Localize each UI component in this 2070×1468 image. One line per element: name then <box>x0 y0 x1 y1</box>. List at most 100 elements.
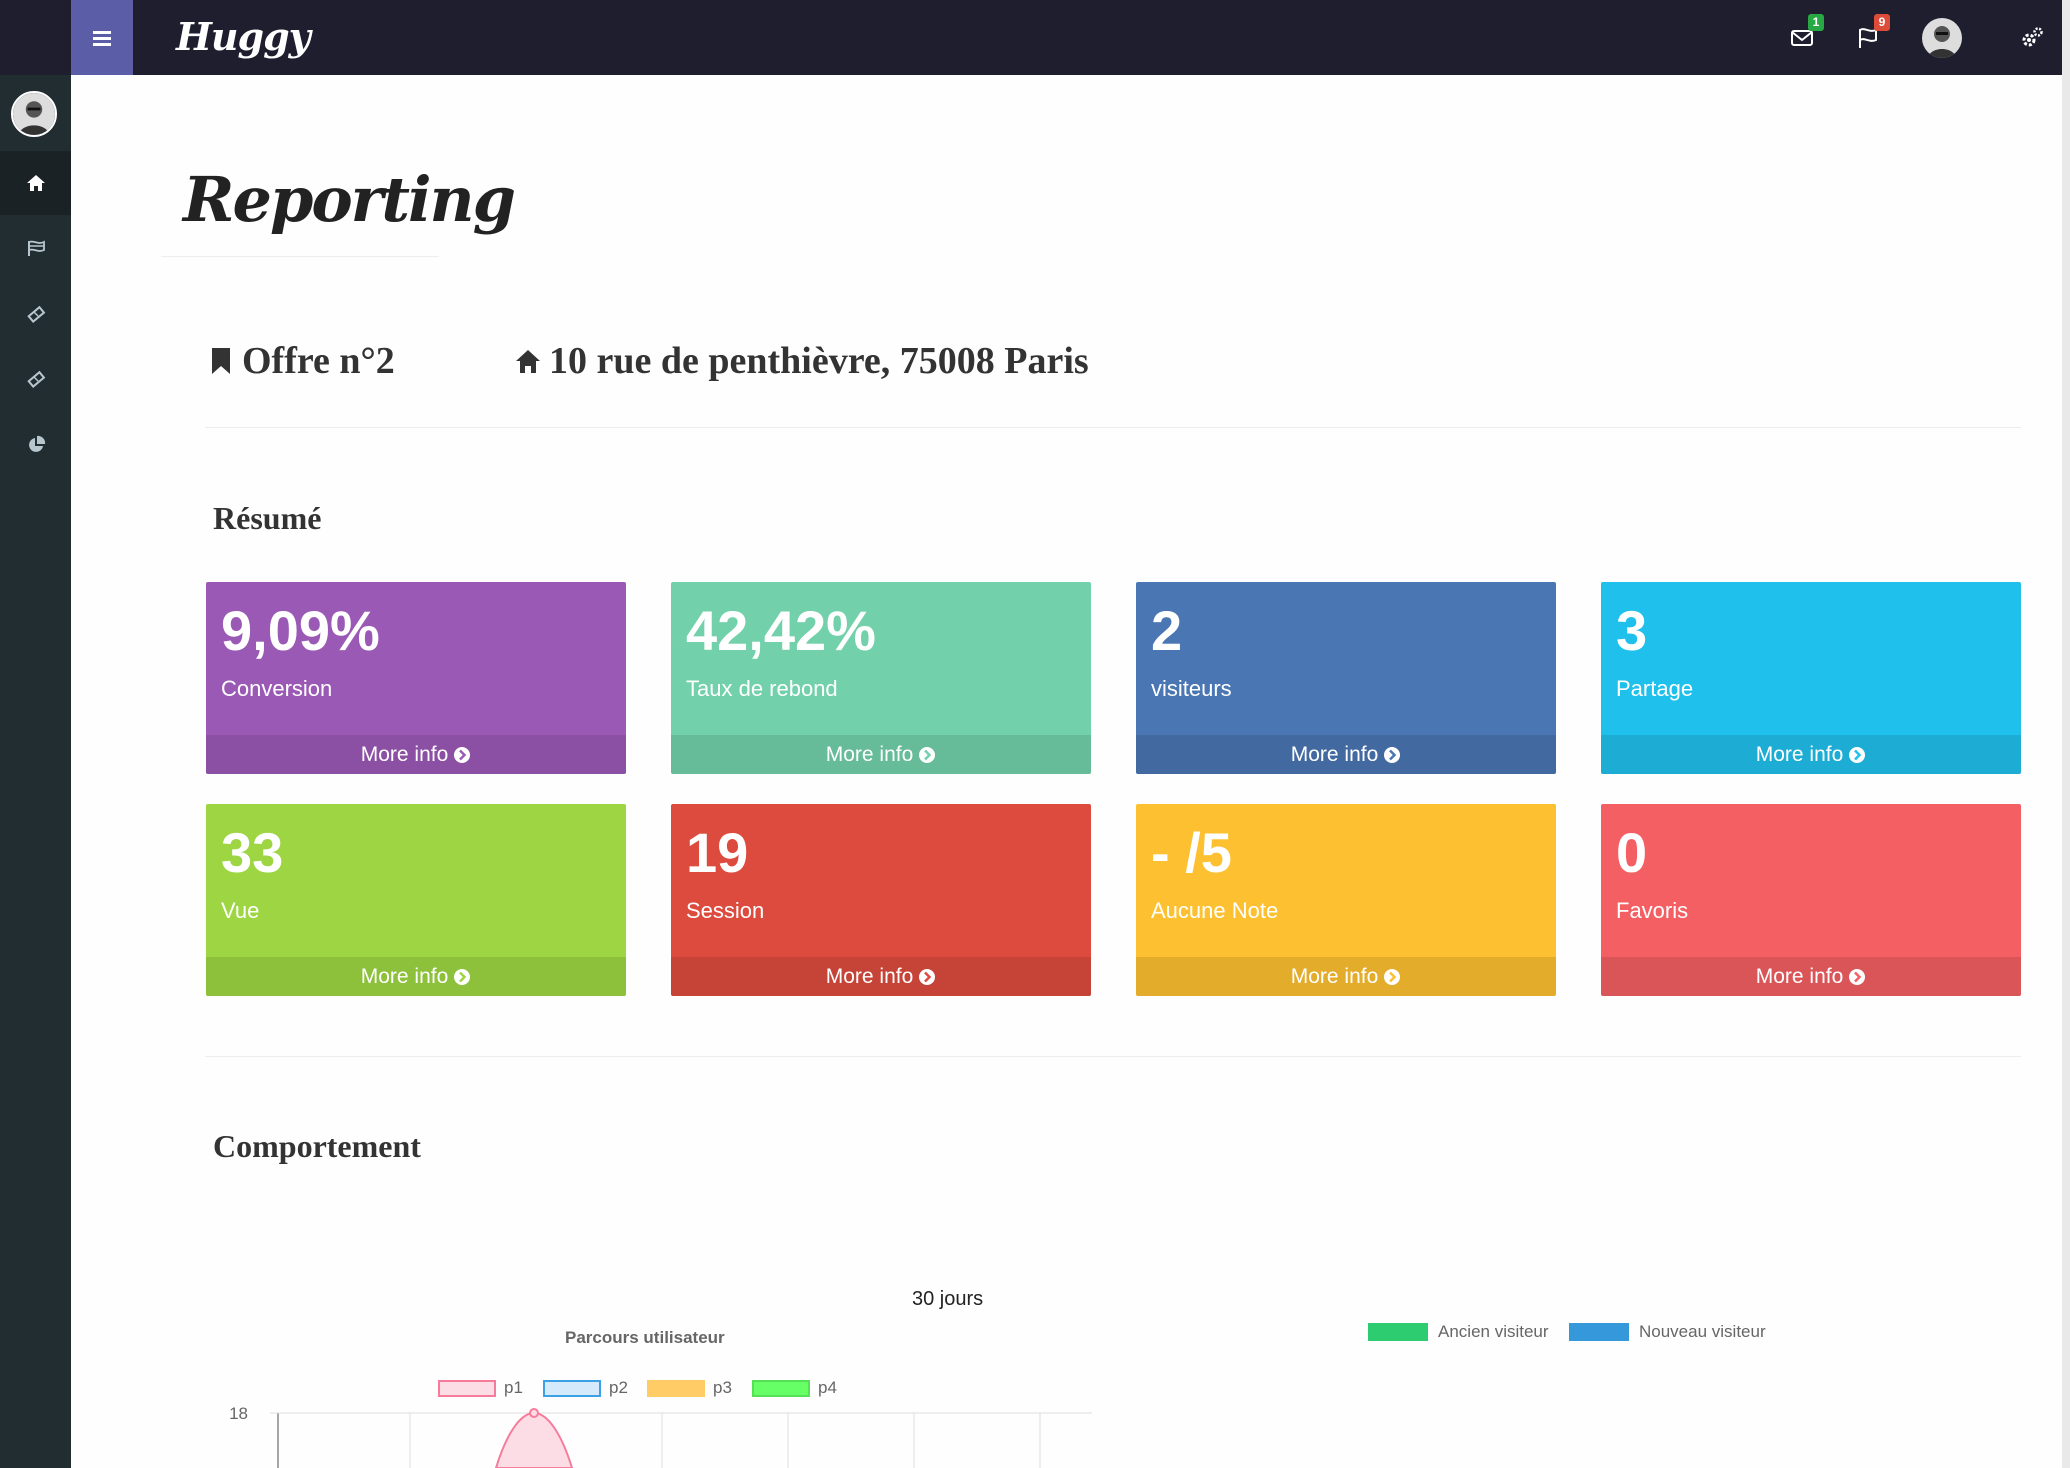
info-box-label: Favoris <box>1616 898 1689 923</box>
avatar-image <box>13 93 55 135</box>
flag-icon <box>1859 28 1877 48</box>
ticket-icon <box>26 370 45 388</box>
sidebar-item-home[interactable] <box>0 151 71 215</box>
info-box-label: Taux de rebond <box>686 676 838 701</box>
info-box-sessions: 19 Session More info <box>671 804 1091 996</box>
user-avatar[interactable] <box>1922 18 1962 58</box>
info-box-visitors: 2 visiteurs More info <box>1136 582 1556 774</box>
offer-name: Offre n°2 <box>208 336 395 386</box>
messages-badge: 1 <box>1808 14 1824 31</box>
line-chart-parcours: 18 <box>230 1404 1092 1468</box>
more-info-link[interactable]: More info <box>671 957 1091 996</box>
app-logo[interactable]: Huggy <box>176 14 311 59</box>
settings-button[interactable] <box>2014 20 2050 56</box>
info-box-views: 33 Vue More info <box>206 804 626 996</box>
info-box-label: visiteurs <box>1151 676 1232 701</box>
divider <box>205 427 2021 428</box>
more-info-link[interactable]: More info <box>206 735 626 774</box>
legend-item-new-visitor[interactable]: Nouveau visiteur <box>1569 1322 1766 1342</box>
info-box-value: 0 <box>1616 821 1648 884</box>
more-info-text: More info <box>825 964 914 988</box>
messages-button[interactable]: 1 <box>1784 14 1824 56</box>
legend-item-p3[interactable]: p3 <box>647 1378 732 1398</box>
legend-swatch <box>1569 1323 1629 1341</box>
offer-name-text: Offre n°2 <box>242 340 395 382</box>
sidebar-item-reporting[interactable] <box>0 413 71 477</box>
sidebar-avatar[interactable] <box>11 91 57 137</box>
data-point-p1[interactable] <box>529 1408 539 1418</box>
legend-label: p2 <box>609 1378 628 1397</box>
more-info-text: More info <box>1290 964 1379 988</box>
info-box-label: Session <box>686 898 765 923</box>
info-box-value: 2 <box>1151 599 1183 662</box>
sidebar-item-offers[interactable] <box>0 347 71 411</box>
arrow-circle-right-icon <box>919 968 936 985</box>
arrow-circle-right-icon <box>454 746 471 763</box>
top-navbar: Huggy 1 9 <box>0 0 2070 75</box>
legend-item-p4[interactable]: p4 <box>752 1378 837 1398</box>
legend-label: p1 <box>504 1378 523 1397</box>
more-info-text: More info <box>825 742 914 766</box>
legend-item-p2[interactable]: p2 <box>543 1378 628 1398</box>
scrollbar-track[interactable] <box>2062 0 2070 1468</box>
y-tick-label: 18 <box>230 1404 248 1423</box>
sidebar-toggle-button[interactable] <box>71 0 133 75</box>
legend-swatch <box>543 1379 601 1397</box>
legend-label: Ancien visiteur <box>1438 1322 1549 1341</box>
legend-item-old-visitor[interactable]: Ancien visiteur <box>1368 1322 1549 1342</box>
arrow-circle-right-icon <box>454 968 471 985</box>
envelope-icon <box>1791 30 1813 46</box>
section-title-summary: Résumé <box>213 500 322 536</box>
legend-swatch <box>438 1379 496 1397</box>
legend-swatch <box>1368 1323 1428 1341</box>
more-info-text: More info <box>360 964 449 988</box>
divider <box>205 1056 2021 1057</box>
info-box-rating: - /5 Aucune Note More info <box>1136 804 1556 996</box>
info-box-value: 3 <box>1616 599 1648 662</box>
gears-icon <box>2022 27 2043 47</box>
arrow-circle-right-icon <box>1384 746 1401 763</box>
arrow-circle-right-icon <box>1384 968 1401 985</box>
sidebar <box>0 75 71 1468</box>
sidebar-item-flags[interactable] <box>0 216 71 280</box>
chart-period-label: 30 jours <box>912 1288 984 1310</box>
notifications-badge: 9 <box>1874 14 1890 31</box>
avatar-image <box>1922 18 1962 58</box>
more-info-link[interactable]: More info <box>671 735 1091 774</box>
series-p1-area <box>494 1411 574 1468</box>
home-icon <box>26 175 45 191</box>
more-info-text: More info <box>360 742 449 766</box>
pie-chart-icon <box>28 435 45 452</box>
legend-item-p1[interactable]: p1 <box>438 1378 523 1398</box>
more-info-link[interactable]: More info <box>1136 735 1556 774</box>
flag-checkered-icon <box>27 240 45 256</box>
offer-address-text: 10 rue de penthièvre, 75008 Paris <box>549 340 1089 382</box>
more-info-text: More info <box>1290 742 1379 766</box>
info-box-value: 33 <box>221 821 284 884</box>
info-box-label: Aucune Note <box>1151 898 1279 923</box>
hamburger-icon <box>93 30 111 46</box>
ticket-icon <box>26 305 45 323</box>
info-box-value: 42,42% <box>686 599 876 662</box>
info-box-favorites: 0 Favoris More info <box>1601 804 2021 996</box>
info-box-value: - /5 <box>1151 821 1232 884</box>
info-box-label: Vue <box>221 898 260 923</box>
more-info-text: More info <box>1755 964 1844 988</box>
arrow-circle-right-icon <box>1849 968 1866 985</box>
more-info-link[interactable]: More info <box>206 957 626 996</box>
more-info-link[interactable]: More info <box>1601 735 2021 774</box>
more-info-link[interactable]: More info <box>1136 957 1556 996</box>
legend-label: Nouveau visiteur <box>1639 1322 1766 1341</box>
notifications-button[interactable]: 9 <box>1850 14 1890 56</box>
info-box-shares: 3 Partage More info <box>1601 582 2021 774</box>
more-info-link[interactable]: More info <box>1601 957 2021 996</box>
sidebar-item-tickets[interactable] <box>0 282 71 346</box>
arrow-circle-right-icon <box>1849 746 1866 763</box>
info-box-bounce-rate: 42,42% Taux de rebond More info <box>671 582 1091 774</box>
offer-address: 10 rue de penthièvre, 75008 Paris <box>515 336 1089 386</box>
home-icon <box>516 350 540 373</box>
info-box-conversion: 9,09% Conversion More info <box>206 582 626 774</box>
info-box-value: 9,09% <box>221 599 380 662</box>
legend-label: p3 <box>713 1378 732 1397</box>
title-divider <box>161 256 439 257</box>
